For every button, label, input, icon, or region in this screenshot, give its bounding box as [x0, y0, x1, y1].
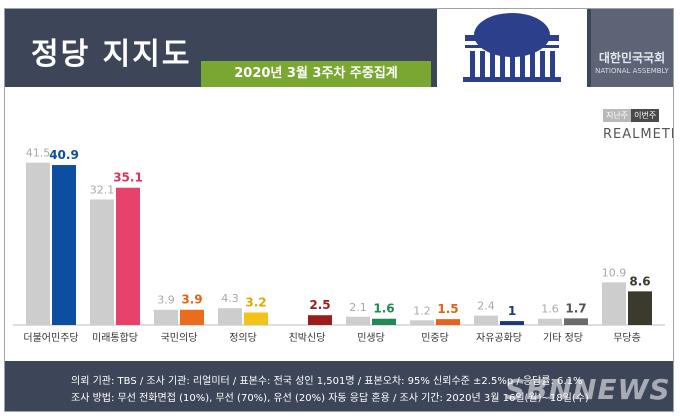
prev-week-bar: [346, 316, 370, 325]
prev-week-bar: [602, 282, 626, 325]
footer-line-1: 의뢰 기관: TBS / 조사 기관: 리얼미터 / 표본수: 전국 성인 1,…: [71, 376, 583, 387]
page-title: 정당 지지도: [31, 37, 192, 72]
prev-week-bar: [218, 308, 242, 325]
category-tick-label: 미래통합당: [92, 332, 138, 344]
prev-week-value-label: 4.3: [221, 292, 239, 305]
prev-week-value-label: 2.4: [477, 300, 495, 313]
realmeter-logo: REALMETER: [603, 127, 673, 142]
prev-week-bar: [474, 315, 498, 325]
header-band: 정당 지지도 2020년 3월 3주차 주중집계: [5, 9, 673, 87]
category-tick-label: 민중당: [421, 332, 449, 344]
infographic-frame: 정당 지지도 2020년 3월 3주차 주중집계: [4, 8, 674, 412]
survey-period-banner: 2020년 3월 3주차 주중집계: [201, 61, 431, 87]
prev-week-bar: [538, 318, 562, 325]
assembly-name-korean: 대한민국국회: [598, 51, 666, 65]
category-tick-label: 친박신당: [289, 332, 326, 344]
watermark: SBNNEWS: [505, 373, 671, 406]
this-week-value-label: 1.5: [437, 302, 458, 316]
category-tick-label: 민생당: [357, 332, 385, 344]
assembly-name-english: NATIONAL ASSEMBLY: [595, 67, 669, 75]
prev-week-bar: [26, 162, 50, 325]
prev-week-value-label: 3.9: [157, 294, 175, 307]
national-assembly-icon: [463, 13, 561, 82]
this-week-bar: [500, 321, 524, 325]
this-week-bar: [116, 187, 140, 325]
category-tick-label: 정의당: [229, 332, 257, 344]
this-week-bar: [436, 319, 460, 325]
category-tick-label: 국민의당: [161, 332, 198, 344]
category-tick-label: 기타 정당: [543, 332, 583, 344]
this-week-value-label: 1: [508, 304, 516, 318]
this-week-bar: [628, 291, 652, 325]
legend-this-week: 이번주: [631, 109, 660, 122]
prev-week-value-label: 2.1: [349, 301, 367, 314]
assembly-text-panel: 대한민국국회 NATIONAL ASSEMBLY: [591, 9, 673, 87]
this-week-value-label: 1.6: [373, 302, 394, 316]
category-tick-label: 더불어민주당: [23, 332, 78, 344]
survey-footer: 의뢰 기관: TBS / 조사 기관: 리얼미터 / 표본수: 전국 성인 1,…: [5, 361, 673, 411]
assembly-logo-panel: [437, 9, 587, 87]
prev-week-value-label: 32.1: [90, 183, 115, 196]
this-week-value-label: 3.2: [245, 295, 266, 309]
this-week-bar: [244, 312, 268, 325]
prev-week-bar: [90, 199, 114, 325]
footer-line-2: 조사 방법: 무선 전화면접 (10%), 무선 (70%), 유선 (20%)…: [71, 393, 589, 404]
prev-week-value-label: 1.6: [541, 303, 559, 316]
this-week-value-label: 2.5: [309, 298, 330, 312]
chart-legend: 지난주 이번주: [603, 109, 660, 122]
this-week-bar: [180, 309, 204, 325]
this-week-bar: [308, 315, 332, 325]
prev-week-bar: [410, 320, 434, 325]
this-week-value-label: 35.1: [113, 171, 143, 185]
this-week-bar: [564, 318, 588, 325]
prev-week-bar: [154, 309, 178, 325]
this-week-bar: [372, 318, 396, 325]
prev-week-value-label: 1.2: [413, 304, 431, 317]
prev-week-value-label: 10.9: [602, 266, 627, 279]
party-support-chart: 41.540.9 더불어민주당 32.135.1 미래통합당 3.9 3.9 국민의당 4.3…: [13, 147, 665, 344]
this-week-bar: [52, 165, 76, 325]
this-week-value-label: 8.6: [629, 274, 650, 288]
category-tick-label: 자유공화당: [476, 332, 522, 344]
prev-week-value-label: 41.5: [26, 147, 51, 160]
this-week-value-label: 40.9: [49, 148, 79, 162]
legend-prev-week: 지난주: [603, 109, 632, 122]
this-week-value-label: 1.7: [565, 301, 586, 315]
this-week-value-label: 3.9: [181, 293, 202, 307]
category-tick-label: 무당층: [613, 332, 641, 344]
